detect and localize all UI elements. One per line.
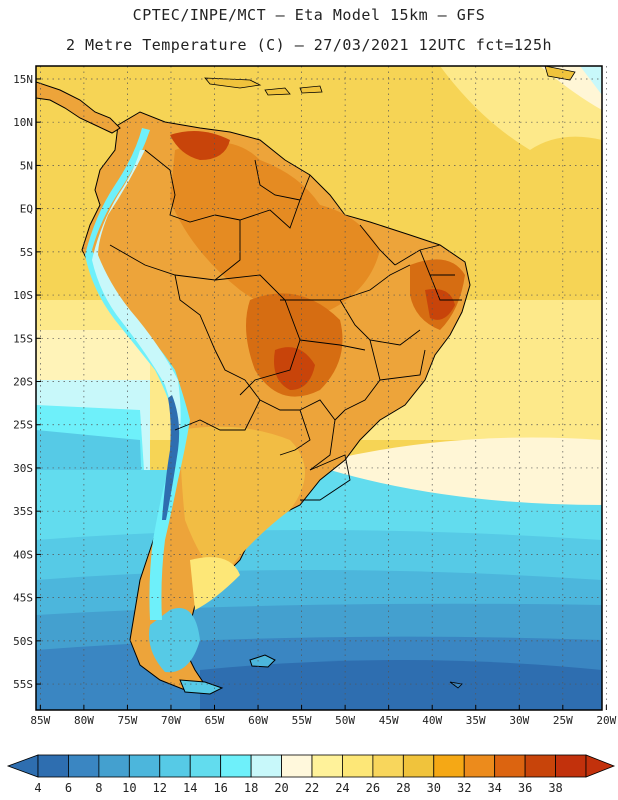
lat-tick-label: 40S [13, 548, 33, 561]
lon-tick-label: 30W [509, 714, 529, 727]
lat-tick-label: 5S [20, 246, 33, 259]
colorbar-label: 36 [518, 781, 532, 795]
colorbar-label: 32 [457, 781, 471, 795]
map-frame [35, 65, 603, 711]
colorbar-label: 18 [244, 781, 258, 795]
lat-tick-label: 5N [20, 159, 33, 172]
lat-tick-label: 35S [13, 505, 33, 518]
lon-tick-label: 35W [466, 714, 486, 727]
colorbar-swatch [433, 754, 465, 778]
colorbar-swatch [189, 754, 222, 778]
colorbar-label: 8 [95, 781, 102, 795]
lat-tick-label: 50S [13, 635, 33, 648]
lat-tick-label: 10N [13, 116, 33, 129]
colorbar-swatch [159, 754, 191, 778]
colorbar-swatch [281, 754, 313, 778]
lon-tick-label: 50W [335, 714, 355, 727]
colorbar-swatch [555, 754, 587, 778]
colorbar-label: 26 [366, 781, 380, 795]
latitude-labels: 15N 10N 5N EQ 5S 10S 15S 20S 25S 30S 35S 40S 45S 50S 5… [13, 73, 33, 691]
lon-tick-label: 25W [553, 714, 573, 727]
lat-tick-label: 45S [13, 592, 33, 605]
colorbar-swatch [494, 754, 526, 778]
lon-tick-label: 70W [161, 714, 181, 727]
colorbar-label: 24 [335, 781, 349, 795]
colorbar-swatch [372, 754, 404, 778]
map-subtitle: 2 Metre Temperature (C) – 27/03/2021 12U… [65, 36, 553, 54]
map-title: CPTEC/INPE/MCT – Eta Model 15km – GFS [132, 6, 486, 24]
andes-cold-band [85, 128, 190, 620]
lon-tick-label: 75W [117, 714, 137, 727]
colorbar-label: 14 [183, 781, 197, 795]
lat-tick-label: 15N [13, 73, 33, 86]
colorbar-label: 20 [274, 781, 288, 795]
lat-tick-label: 20S [13, 376, 33, 389]
falkland-islands [249, 654, 276, 668]
colorbar-label: 10 [122, 781, 136, 795]
lat-tick-label: 30S [13, 462, 33, 475]
lon-tick-label: 80W [74, 714, 94, 727]
colorbar-swatch [250, 754, 282, 778]
lat-tick-label: 15S [13, 332, 33, 345]
lon-tick-label: 55W [292, 714, 312, 727]
lon-tick-label: 20W [596, 714, 616, 727]
colorbar-right-arrow [585, 754, 616, 778]
colorbar-swatch [342, 754, 374, 778]
lon-tick-label: 85W [30, 714, 50, 727]
colorbar-swatch [402, 754, 435, 778]
colorbar-left-arrow [6, 754, 39, 778]
colorbar: 4 6 8 10 12 14 16 18 20 22 24 26 28 30 32 34 36 38 [6, 754, 616, 795]
central-america [36, 81, 121, 134]
country-borders [109, 149, 462, 501]
colorbar-label: 22 [305, 781, 319, 795]
colorbar-label: 30 [427, 781, 441, 795]
colorbar-label: 4 [34, 781, 41, 795]
longitude-labels: 85W 80W 75W 70W 65W 60W 55W 50W 45W 40W 35W 30W 25W 2… [30, 714, 616, 727]
colorbar-swatch [220, 754, 252, 778]
colorbar-swatch [463, 754, 496, 778]
colorbar-swatch [311, 754, 343, 778]
colorbar-swatch [37, 754, 69, 778]
map-field [36, 66, 602, 710]
lon-tick-label: 40W [422, 714, 442, 727]
colorbar-label: 16 [213, 781, 227, 795]
colorbar-swatch [98, 754, 130, 778]
colorbar-label: 28 [396, 781, 410, 795]
lat-tick-label: 10S [13, 289, 33, 302]
colorbar-swatch [128, 754, 161, 778]
colorbar-swatch [68, 754, 100, 778]
colorbar-label: 38 [548, 781, 562, 795]
colorbar-swatch [524, 754, 556, 778]
lat-tick-label: EQ [20, 203, 33, 216]
lon-tick-label: 65W [205, 714, 225, 727]
colorbar-label: 12 [153, 781, 167, 795]
lon-tick-label: 45W [379, 714, 399, 727]
lat-tick-label: 25S [13, 419, 33, 432]
lon-tick-label: 60W [248, 714, 268, 727]
lat-tick-label: 55S [13, 678, 33, 691]
colorbar-label: 34 [487, 781, 501, 795]
map-grid [36, 66, 607, 710]
colorbar-label: 6 [65, 781, 72, 795]
